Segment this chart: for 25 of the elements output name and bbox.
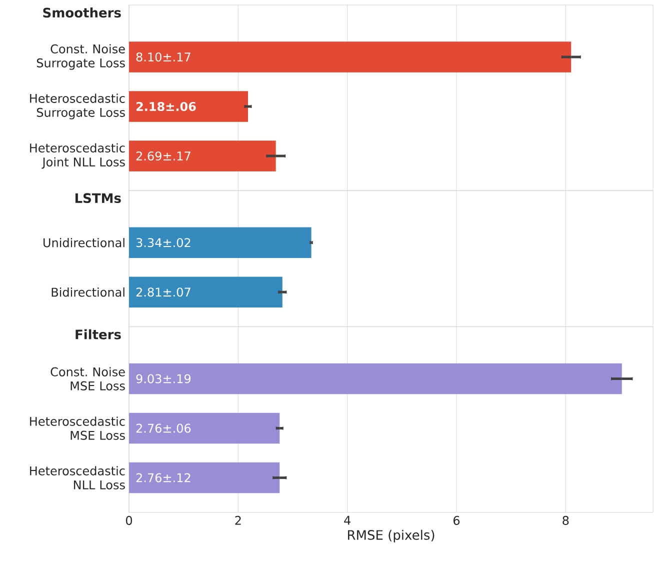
x-axis-title: RMSE (pixels) <box>348 530 434 542</box>
y-tick-label: Const. Noise Surrogate Loss <box>36 44 125 70</box>
x-tick-label: 0 <box>126 516 132 525</box>
chart-title: Filters <box>76 329 121 340</box>
y-tick-label: Heteroscedastic MSE Loss <box>30 416 125 440</box>
x-tick-label: 6 <box>454 516 460 525</box>
data-label: 8.10±.17 <box>136 52 190 62</box>
data-label: 2.76±.06 <box>136 424 191 433</box>
y-tick-label: Heteroscedastic NLL Loss <box>30 466 125 490</box>
x-tick-label: 4 <box>344 516 350 525</box>
y-tick-label: Const. Noise MSE Loss <box>50 367 125 390</box>
data-label: 2.76±.12 <box>136 473 190 482</box>
y-tick-label: Unidirectional <box>44 238 124 248</box>
y-tick-label: Heteroscedastic Surrogate Loss <box>30 94 125 120</box>
data-label: 2.69±.17 <box>136 151 190 161</box>
data-label: 9.03±.19 <box>136 374 191 384</box>
chart-title: Smoothers <box>43 8 121 18</box>
x-tick-label: 8 <box>562 516 569 525</box>
chart-title: LSTMs <box>75 193 121 204</box>
data-label: 2.81±.07 <box>136 288 190 297</box>
data-label: 2.18±.06 <box>136 102 196 112</box>
y-tick-label: Bidirectional <box>52 287 124 297</box>
data-label: 3.34±.02 <box>136 238 190 248</box>
x-tick-label: 2 <box>235 516 241 525</box>
y-tick-label: Heteroscedastic Joint NLL Loss <box>30 143 125 169</box>
